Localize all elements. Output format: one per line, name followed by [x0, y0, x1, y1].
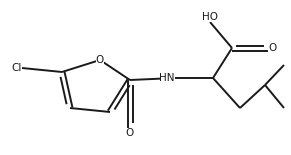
Text: Cl: Cl	[12, 63, 22, 73]
Text: HN: HN	[159, 73, 175, 83]
Text: O: O	[126, 128, 134, 138]
Text: O: O	[268, 43, 276, 53]
Text: O: O	[96, 55, 104, 65]
Text: HO: HO	[202, 12, 218, 22]
